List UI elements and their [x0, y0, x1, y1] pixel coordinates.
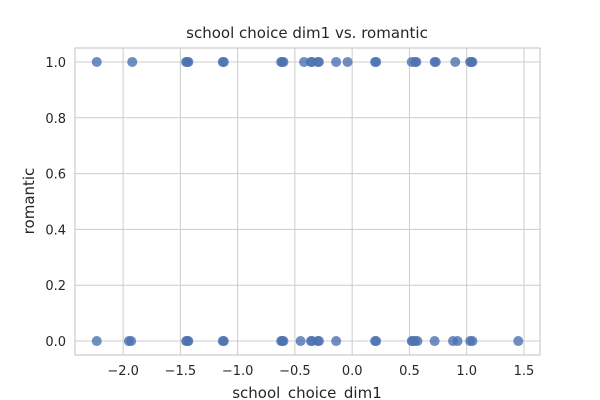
scatter-point [452, 336, 463, 347]
x-tick-label: −0.5 [279, 364, 311, 379]
y-tick-label: 0.0 [45, 335, 66, 350]
x-tick-label: −1.0 [222, 364, 254, 379]
scatter-point [183, 56, 194, 67]
scatter-point [331, 336, 342, 347]
y-tick-label: 0.6 [45, 168, 66, 183]
scatter-point [278, 336, 289, 347]
scatter-point [183, 336, 194, 347]
scatter-point [126, 336, 137, 347]
x-tick-label: 1.5 [514, 364, 535, 379]
y-tick-label: 0.8 [45, 112, 66, 127]
plot-area [74, 47, 541, 356]
scatter-point [467, 56, 478, 67]
scatter-point [430, 56, 441, 67]
scatter-point [371, 56, 382, 67]
x-axis-label: school_choice_dim1 [232, 384, 382, 400]
scatter-point [218, 336, 229, 347]
data-points [91, 56, 524, 347]
chart-title: school choice dim1 vs. romantic [186, 24, 428, 42]
scatter-point [411, 56, 422, 67]
y-axis-label: romantic [20, 168, 38, 235]
x-tick-labels: −2.0 −1.5 −1.0 −0.5 0.0 0.5 1.0 1.5 [107, 364, 534, 379]
y-tick-label: 0.2 [45, 279, 66, 294]
x-tick-label: 0.0 [342, 364, 363, 379]
scatter-point [313, 336, 324, 347]
scatter-point [342, 56, 353, 67]
scatter-point [299, 56, 310, 67]
scatter-point [313, 56, 324, 67]
scatter-point [429, 336, 440, 347]
scatter-point [218, 56, 229, 67]
x-tick-label: 1.0 [456, 364, 477, 379]
x-tick-label: −1.5 [165, 364, 197, 379]
scatter-point [91, 56, 102, 67]
scatter-point [331, 56, 342, 67]
x-tick-label: −2.0 [107, 364, 139, 379]
scatter-point [295, 336, 306, 347]
scatter-point [278, 56, 289, 67]
scatter-point [467, 336, 478, 347]
scatter-point [513, 336, 524, 347]
scatter-point [450, 56, 461, 67]
y-tick-labels: 0.0 0.2 0.4 0.6 0.8 1.0 [45, 56, 66, 350]
scatter-point [412, 336, 423, 347]
y-tick-label: 0.4 [45, 223, 66, 238]
scatter-point [91, 336, 102, 347]
x-tick-label: 0.5 [399, 364, 420, 379]
y-tick-label: 1.0 [45, 56, 66, 71]
scatter-point [371, 336, 382, 347]
scatter-point [127, 56, 138, 67]
